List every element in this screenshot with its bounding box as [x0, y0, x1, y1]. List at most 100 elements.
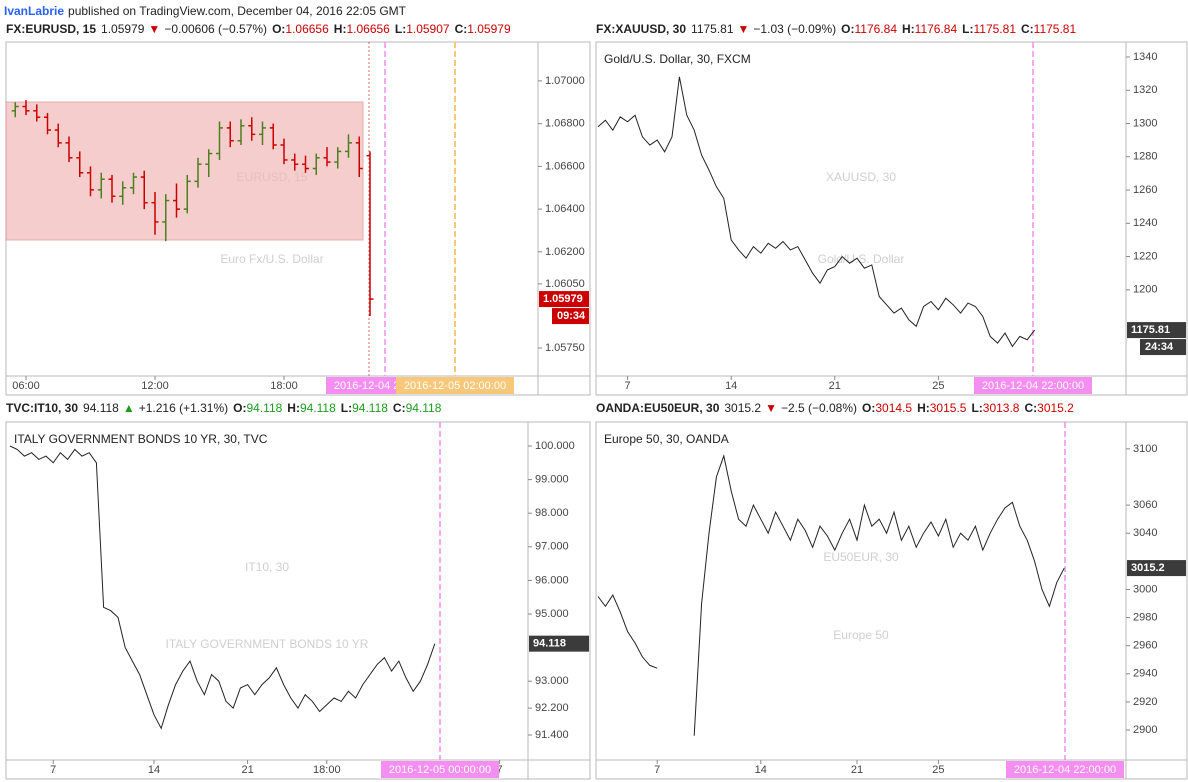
ohlc-value: 1.05907: [406, 22, 450, 36]
ohlc-value: 1176.84: [855, 22, 898, 36]
x-tick-label: 25: [932, 764, 944, 776]
ohlc-label: L:: [341, 401, 352, 415]
x-tick-label: 06:00: [12, 380, 40, 392]
time-marker-label: 2016-12-05 00:00:00: [389, 764, 491, 776]
price-line: [693, 454, 1065, 736]
y-tick-label: 1.06800: [545, 118, 585, 130]
y-tick-label: 1.07000: [545, 75, 585, 87]
y-tick-label: 96.000: [535, 574, 569, 586]
change: −2.5 (−0.08%): [781, 401, 857, 415]
x-tick-label: 12:00: [141, 380, 169, 392]
x-tick-label: 14: [725, 380, 737, 392]
time-marker-box: [381, 761, 499, 778]
countdown-tag: [1140, 339, 1186, 356]
ohlc-value: 1175.81: [974, 22, 1017, 36]
x-tick-label: 25: [932, 380, 944, 392]
ohlc-label: O:: [272, 22, 285, 36]
time-marker-label: 2016-12-04 22:00:00: [1014, 764, 1116, 776]
change-arrow: ▲: [123, 401, 135, 415]
ohlc-value: 1.06656: [346, 22, 390, 36]
y-tick-label: 1240: [1133, 217, 1157, 229]
ohlc-value: 1176.84: [915, 22, 958, 36]
y-tick-label: 1.06600: [545, 160, 585, 172]
range-box: [5, 101, 364, 241]
ohlc-label: L:: [395, 22, 406, 36]
publish-text: published on TradingView.com, December 0…: [68, 4, 407, 18]
x-tick-label: 18:00: [313, 764, 341, 776]
change: −1.03 (−0.09%): [753, 22, 836, 36]
watermark-symbol: EU50EUR, 30: [823, 550, 899, 564]
watermark-symbol: XAUUSD, 30: [826, 170, 896, 184]
time-marker-box: [1006, 761, 1124, 778]
ohlc-value: 94.118: [352, 401, 388, 415]
y-tick-label: 2960: [1133, 640, 1157, 652]
y-tick-label: 1220: [1133, 250, 1157, 262]
price-line: [9, 445, 436, 730]
change-arrow: ▼: [765, 401, 777, 415]
price-tag-label: 1.05979: [543, 293, 583, 305]
y-tick-label: 3000: [1133, 583, 1157, 595]
y-tick-label: 2920: [1133, 696, 1157, 708]
symbol: FX:EURUSD, 15: [6, 22, 96, 36]
chart-title: Gold/U.S. Dollar, 30, FXCM: [604, 52, 751, 66]
ohlc-label: H:: [902, 22, 915, 36]
y-tick-label: 1.05750: [545, 342, 585, 354]
price-tag: [1127, 560, 1186, 577]
panel-frame: [595, 41, 1188, 396]
time-marker-box: [974, 377, 1092, 394]
author: IvanLabrie: [4, 4, 64, 18]
change-arrow: ▼: [148, 22, 160, 36]
y-tick-label: 92.200: [535, 702, 569, 714]
price-tag: [539, 291, 589, 308]
y-tick-label: 1340: [1133, 51, 1157, 63]
y-tick-label: 1320: [1133, 84, 1157, 96]
x-tick-label: 18:00: [270, 380, 298, 392]
ohlc-label: C:: [1024, 401, 1037, 415]
y-tick-label: 1.06200: [545, 246, 585, 258]
symbol: OANDA:EU50EUR, 30: [596, 401, 720, 415]
ohlc-label: C:: [1021, 22, 1034, 36]
y-tick-label: 93.000: [535, 675, 569, 687]
x-tick-label: 14: [755, 764, 767, 776]
change: −0.00606 (−0.57%): [164, 22, 267, 36]
panel-header: FX:XAUUSD, 30 1175.81 ▼ −1.03 (−0.09%) O:117…: [596, 22, 1076, 36]
ohlc-value: 1.06656: [285, 22, 329, 36]
watermark-description: Europe 50: [833, 628, 889, 642]
ohlc-label: H:: [334, 22, 347, 36]
ohlc-value: 3014.5: [875, 401, 912, 415]
x-tick-label: 21: [829, 380, 841, 392]
x-tick-label: 7: [497, 764, 503, 776]
ohlc-label: O:: [233, 401, 246, 415]
change-arrow: ▼: [738, 22, 750, 36]
panel-frame: [595, 421, 1188, 780]
ohlc-value: 3015.5: [930, 401, 967, 415]
watermark-description: Euro Fx/U.S. Dollar: [220, 252, 323, 266]
ohlc-value: 94.118: [300, 401, 336, 415]
y-tick-label: 95.000: [535, 608, 569, 620]
ohlc-label: C:: [393, 401, 406, 415]
publish-line: IvanLabrie published on TradingView.com, …: [4, 4, 407, 18]
y-tick-label: 1.06400: [545, 203, 585, 215]
last-price: 1.05979: [101, 22, 145, 36]
y-tick-label: 2900: [1133, 724, 1157, 736]
y-tick-label: 3040: [1133, 527, 1157, 539]
last-price: 3015.2: [724, 401, 761, 415]
ohlc-label: C:: [455, 22, 468, 36]
time-marker-label: 2016-12-05 02:00:00: [404, 380, 506, 392]
ohlc-label: H:: [917, 401, 930, 415]
x-tick-label: 7: [50, 764, 56, 776]
y-tick-label: 3060: [1133, 499, 1157, 511]
y-tick-label: 3100: [1133, 443, 1157, 455]
y-tick-label: 1260: [1133, 184, 1157, 196]
ohlc-label: L:: [971, 401, 982, 415]
y-tick-label: 91.400: [535, 729, 569, 741]
price-tag-label: 3015.2: [1131, 562, 1165, 574]
price-tag-label: 94.118: [533, 638, 566, 650]
chart-title: ITALY GOVERNMENT BONDS 10 YR, 30, TVC: [14, 432, 268, 446]
panel-header: FX:EURUSD, 15 1.05979 ▼ −0.00606 (−0.57%) O:…: [6, 22, 511, 36]
x-tick-label: 14: [148, 764, 160, 776]
y-tick-label: 1300: [1133, 117, 1157, 129]
countdown-tag: [552, 308, 589, 325]
y-tick-label: 99.000: [535, 474, 569, 486]
